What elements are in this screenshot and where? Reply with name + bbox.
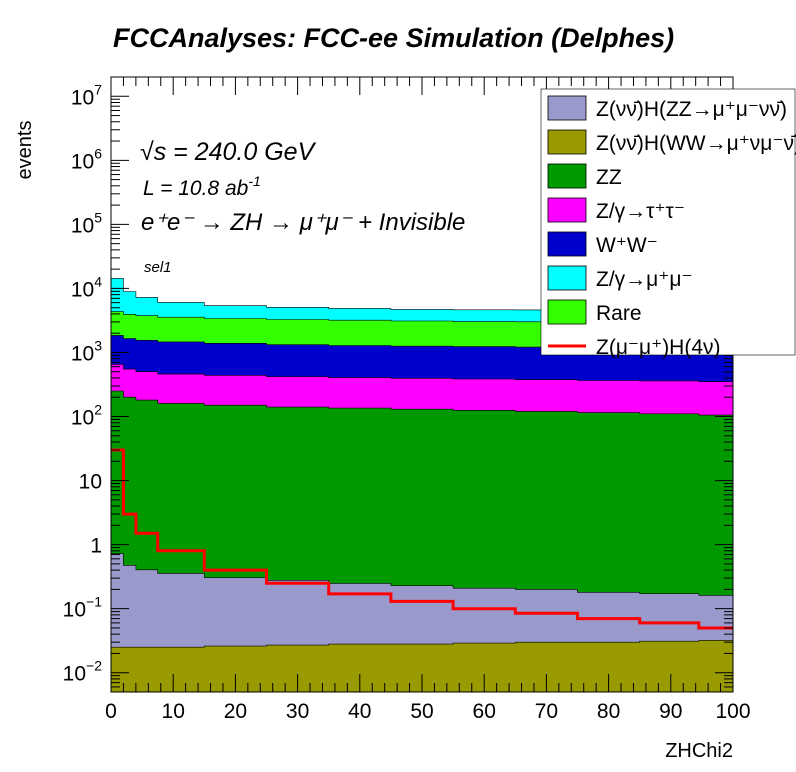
- legend-label: ZZ: [596, 166, 622, 189]
- legend-entry-z-h-zz-: Z(νν̄)H(ZZ→μ⁺μ⁻νν̄): [547, 95, 787, 121]
- x-axis-label: ZHChi2: [665, 740, 733, 762]
- legend-entry-rare: Rare: [547, 299, 642, 325]
- y-tick-label: 103: [71, 337, 102, 365]
- annotation-energy: √s = 240.0 GeV: [140, 138, 317, 166]
- x-tick-label: 80: [597, 700, 620, 723]
- legend-entry-z-h-ww-: Z(νν̄)H(WW→μ⁺νμ⁻ν̄): [547, 129, 796, 155]
- legend-entry-z-: Z/γ→τ⁺τ⁻: [547, 197, 685, 223]
- x-tick-label: 90: [659, 700, 682, 723]
- legend: Z(νν̄)H(ZZ→μ⁺μ⁻νν̄) Z(νν̄)H(WW→μ⁺νμ⁻ν̄) ZZ…: [540, 88, 796, 359]
- x-tick-label: 50: [410, 700, 433, 723]
- x-tick-label: 10: [162, 700, 185, 723]
- y-tick-label: 10−2: [63, 658, 103, 686]
- y-tick-label: 106: [71, 145, 102, 173]
- legend-label: W⁺W⁻: [596, 234, 658, 257]
- legend-label: Z(μ⁻μ⁺)H(4ν): [596, 336, 721, 359]
- legend-swatch: [547, 129, 587, 155]
- y-tick-label: 105: [71, 209, 102, 237]
- y-tick-label: 107: [71, 81, 102, 109]
- legend-label: Z/γ→τ⁺τ⁻: [596, 200, 685, 223]
- annotation-selection: sel1: [144, 259, 172, 276]
- legend-entry-z-: Z/γ→μ⁺μ⁻: [547, 265, 693, 291]
- legend-swatch: [547, 95, 587, 121]
- x-tick-label: 20: [224, 700, 247, 723]
- x-tick-label: 40: [348, 700, 371, 723]
- x-tick-label: 60: [473, 700, 496, 723]
- line-signal: [111, 448, 733, 630]
- legend-label: Z(νν̄)H(ZZ→μ⁺μ⁻νν̄): [596, 98, 787, 121]
- x-axis-ticks: 0 10 20 30 40 50 60 70 80 90 100: [105, 77, 751, 723]
- y-tick-label: 1: [90, 535, 102, 558]
- legend-entry-z-h-4-: Z(μ⁻μ⁺)H(4ν): [548, 336, 721, 359]
- x-tick-label: 30: [286, 700, 309, 723]
- legend-label: Z(νν̄)H(WW→μ⁺νμ⁻ν̄): [596, 132, 796, 155]
- stacked-layers: [110, 278, 734, 693]
- legend-swatch: [547, 265, 587, 291]
- annotation-lumi-base: L = 10.8 ab: [143, 177, 249, 200]
- layer-z-h-ww-: [110, 640, 734, 693]
- chart-title: FCCAnalyses: FCC-ee Simulation (Delphes): [113, 23, 674, 53]
- annotation-process: e⁺e⁻ → ZH → μ⁺μ⁻ + Invisible: [141, 209, 465, 236]
- legend-swatch: [547, 197, 587, 223]
- legend-label: Rare: [596, 302, 642, 325]
- legend-swatch: [547, 163, 587, 189]
- legend-swatch: [547, 299, 587, 325]
- y-axis-label: events: [14, 121, 36, 180]
- y-tick-label: 104: [71, 273, 102, 301]
- y-tick-label: 10: [79, 471, 102, 494]
- x-tick-label: 70: [535, 700, 558, 723]
- legend-swatch: [547, 231, 587, 257]
- legend-label: Z/γ→μ⁺μ⁻: [596, 268, 693, 291]
- y-tick-label: 102: [71, 402, 102, 430]
- x-tick-label: 100: [715, 700, 750, 723]
- legend-entry-zz: ZZ: [547, 163, 622, 189]
- x-tick-label: 0: [105, 700, 117, 723]
- legend-entry-w-w-: W⁺W⁻: [547, 231, 658, 257]
- y-tick-label: 10−1: [63, 594, 103, 622]
- annotation-lumi-exponent: -1: [248, 173, 260, 189]
- annotation-lumi: L = 10.8 ab-1: [143, 173, 261, 200]
